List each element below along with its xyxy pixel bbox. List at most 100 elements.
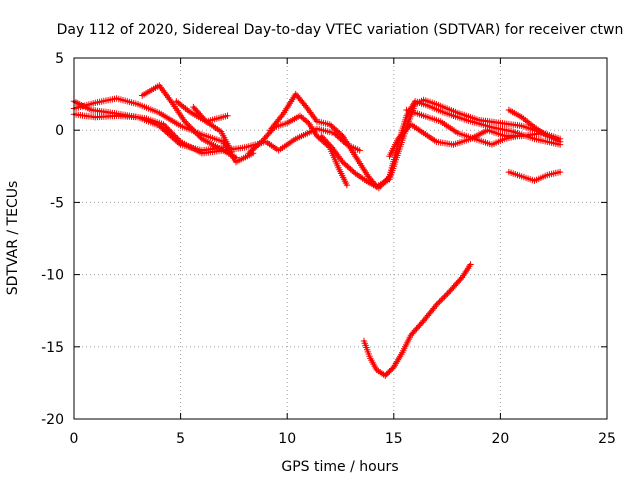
data-point-marker bbox=[156, 122, 163, 130]
data-point-marker bbox=[386, 368, 393, 375]
series-track-n bbox=[360, 261, 474, 379]
x-tick-label: 25 bbox=[598, 431, 616, 447]
data-point-marker bbox=[356, 147, 363, 154]
data-point-marker bbox=[433, 301, 440, 309]
data-point-marker bbox=[342, 161, 349, 169]
series-track-m bbox=[505, 168, 564, 184]
series-track-i bbox=[318, 98, 564, 192]
data-point-marker bbox=[192, 129, 199, 136]
data-point-marker bbox=[339, 158, 346, 166]
data-point-marker bbox=[446, 288, 453, 296]
data-point-marker bbox=[224, 112, 231, 119]
data-point-marker bbox=[514, 132, 521, 140]
x-tick-label: 10 bbox=[278, 431, 296, 447]
data-point-marker bbox=[247, 148, 254, 156]
data-point-marker bbox=[404, 124, 412, 131]
data-point-marker bbox=[248, 147, 256, 154]
data-point-marker bbox=[318, 132, 325, 140]
data-point-marker bbox=[250, 145, 257, 153]
data-point-marker bbox=[334, 128, 341, 135]
series-track-l bbox=[505, 106, 564, 145]
series-track-g bbox=[245, 112, 351, 189]
data-point-marker bbox=[264, 132, 271, 139]
data-point-marker bbox=[255, 141, 262, 148]
y-axis-label: SDTVAR / TECUs bbox=[5, 181, 21, 296]
data-point-marker bbox=[175, 140, 183, 147]
data-point-marker bbox=[329, 124, 337, 131]
x-tick-label: 15 bbox=[385, 431, 403, 447]
data-point-marker bbox=[387, 366, 395, 374]
data-point-marker bbox=[417, 320, 424, 328]
data-point-marker bbox=[419, 319, 426, 326]
data-point-marker bbox=[187, 124, 195, 131]
data-point-marker bbox=[161, 127, 168, 134]
data-point-marker bbox=[195, 132, 202, 139]
y-tick-label: 5 bbox=[55, 51, 64, 67]
data-point-marker bbox=[403, 126, 410, 133]
x-axis-label: GPS time / hours bbox=[281, 459, 398, 475]
data-point-marker bbox=[299, 99, 306, 106]
data-point-marker bbox=[333, 127, 340, 134]
data-point-marker bbox=[321, 136, 328, 143]
data-point-marker bbox=[414, 324, 422, 331]
data-point-marker bbox=[194, 130, 201, 138]
data-point-marker bbox=[184, 121, 192, 128]
data-point-marker bbox=[411, 327, 419, 334]
data-point-marker bbox=[337, 131, 345, 138]
data-point-marker bbox=[197, 134, 204, 141]
data-point-marker bbox=[416, 322, 423, 329]
data-point-marker bbox=[454, 279, 461, 286]
y-tick-label: -20 bbox=[41, 412, 64, 428]
data-point-marker bbox=[265, 130, 272, 137]
data-point-marker bbox=[383, 176, 390, 183]
data-point-marker bbox=[293, 92, 301, 99]
series-track-b bbox=[70, 95, 257, 166]
data-point-marker bbox=[341, 160, 348, 167]
data-series bbox=[70, 82, 564, 379]
y-tick-label: -15 bbox=[41, 340, 64, 356]
data-point-marker bbox=[441, 293, 448, 300]
data-point-marker bbox=[380, 179, 387, 187]
data-point-marker bbox=[186, 123, 193, 130]
data-point-marker bbox=[328, 122, 335, 130]
data-point-marker bbox=[326, 121, 333, 128]
data-point-marker bbox=[252, 144, 259, 151]
x-tick-label: 5 bbox=[176, 431, 185, 447]
data-point-marker bbox=[439, 295, 446, 302]
data-point-marker bbox=[457, 275, 464, 283]
data-point-marker bbox=[350, 168, 357, 176]
data-point-marker bbox=[382, 372, 389, 379]
data-point-marker bbox=[451, 282, 459, 289]
data-point-marker bbox=[556, 168, 564, 176]
data-point-marker bbox=[345, 164, 353, 171]
data-point-marker bbox=[324, 139, 331, 146]
data-point-marker bbox=[191, 127, 198, 135]
data-point-marker bbox=[193, 107, 200, 114]
data-point-marker bbox=[344, 163, 351, 170]
data-point-marker bbox=[194, 108, 201, 116]
data-point-marker bbox=[456, 277, 463, 284]
data-point-marker bbox=[383, 371, 390, 378]
data-point-marker bbox=[343, 181, 351, 189]
data-point-marker bbox=[384, 369, 392, 376]
plot-frame bbox=[73, 57, 608, 420]
data-point-marker bbox=[191, 105, 198, 112]
data-point-marker bbox=[253, 142, 260, 150]
data-point-marker bbox=[448, 285, 456, 292]
data-point-marker bbox=[336, 129, 343, 137]
data-point-marker bbox=[228, 148, 235, 156]
data-point-marker bbox=[347, 166, 354, 173]
data-point-marker bbox=[190, 103, 197, 111]
data-point-marker bbox=[159, 125, 166, 132]
series-track-e bbox=[173, 98, 231, 125]
data-point-marker bbox=[377, 183, 384, 190]
data-point-marker bbox=[200, 115, 207, 122]
series-track-k bbox=[403, 106, 521, 148]
data-point-marker bbox=[183, 119, 190, 127]
x-tick-label: 20 bbox=[491, 431, 509, 447]
data-point-marker bbox=[407, 332, 415, 339]
chart-title: Day 112 of 2020, Sidereal Day-to-day VTE… bbox=[57, 22, 624, 38]
data-point-marker bbox=[262, 133, 270, 141]
axis-ticks: 0 5 10 15 20 25 5 0 -5 -10 -15 -20 bbox=[41, 51, 616, 447]
